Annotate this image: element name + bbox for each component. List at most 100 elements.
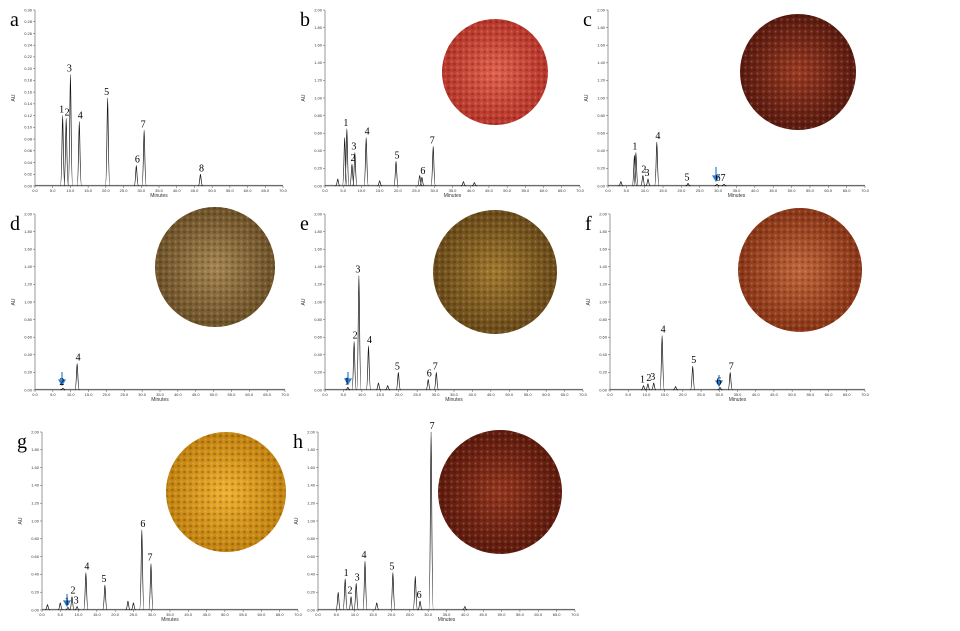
x-tick-label: 65.0 bbox=[553, 612, 562, 617]
panel: 0.000.020.040.060.080.100.120.140.160.18… bbox=[10, 7, 288, 199]
peak-label: 8 bbox=[199, 163, 204, 174]
peak-label: 6 bbox=[140, 519, 145, 530]
peak bbox=[417, 600, 423, 611]
peak-label: 4 bbox=[365, 127, 370, 138]
peak-label: 3 bbox=[351, 142, 356, 153]
peak-label: 4 bbox=[367, 335, 372, 346]
y-tick-label: 0.20 bbox=[24, 370, 33, 375]
peak bbox=[428, 431, 434, 611]
x-tick-label: 40.0 bbox=[469, 392, 478, 397]
peak-label: 2 bbox=[646, 373, 651, 384]
x-tick-label: 35.0 bbox=[449, 188, 458, 193]
y-tick-label: 0.40 bbox=[314, 148, 323, 153]
peak bbox=[727, 372, 733, 391]
peak bbox=[714, 183, 720, 187]
x-axis-title: Minutes bbox=[445, 397, 463, 403]
peak bbox=[376, 382, 381, 391]
peak-label: 3 bbox=[650, 372, 655, 383]
x-tick-label: 55.0 bbox=[806, 392, 815, 397]
x-tick-label: 65.0 bbox=[276, 612, 285, 617]
panel: 0.00 0.20 0.40 0.60 0.80 1.00 1.20 1.40 1.60 1.80… bbox=[10, 207, 290, 403]
sample-photo-texture bbox=[155, 207, 275, 327]
x-tick-label: 15.0 bbox=[376, 392, 385, 397]
peak-label: 4 bbox=[84, 562, 89, 573]
peak-label: 6 bbox=[717, 376, 722, 387]
peak bbox=[335, 178, 341, 187]
peak bbox=[377, 180, 382, 187]
y-tick-label: 1.00 bbox=[599, 299, 608, 304]
x-tick-label: 55.0 bbox=[228, 392, 237, 397]
x-tick-label: 30.0 bbox=[432, 392, 441, 397]
peak bbox=[651, 382, 657, 391]
x-tick-label: 45.0 bbox=[203, 612, 212, 617]
x-tick-label: 50.0 bbox=[210, 392, 219, 397]
x-tick-label: 45.0 bbox=[769, 188, 778, 193]
y-tick-label: 1.00 bbox=[314, 299, 323, 304]
sample-photo-texture bbox=[433, 210, 557, 334]
peak-label: 3 bbox=[67, 64, 72, 75]
x-tick-label: 30.0 bbox=[148, 612, 157, 617]
panel-letter: g bbox=[17, 431, 27, 453]
panel-letter: b bbox=[300, 9, 310, 31]
panel-letter: h bbox=[293, 431, 303, 453]
peak bbox=[60, 115, 66, 187]
peak-label: 3 bbox=[645, 168, 650, 179]
x-tick-label: 45.0 bbox=[191, 188, 200, 193]
peak bbox=[105, 97, 111, 187]
x-tick-label: 5.0 bbox=[625, 392, 631, 397]
peak-label: 7 bbox=[430, 135, 435, 146]
sample-photo-texture bbox=[738, 208, 862, 332]
x-tick-label: 25.0 bbox=[412, 188, 421, 193]
panel-letter: f bbox=[585, 213, 592, 235]
peak-label: 1 bbox=[344, 568, 349, 579]
y-tick-label: 0.12 bbox=[24, 113, 33, 118]
peak-label: 7 bbox=[147, 553, 152, 564]
y-axis-title: AU bbox=[301, 94, 307, 101]
x-tick-label: 70.0 bbox=[579, 392, 588, 397]
peak bbox=[659, 335, 665, 391]
peak bbox=[60, 387, 66, 391]
peak bbox=[654, 141, 660, 187]
x-tick-label: 20.0 bbox=[388, 612, 397, 617]
peak bbox=[65, 606, 71, 611]
peak bbox=[412, 575, 418, 611]
peak bbox=[393, 161, 399, 187]
y-axis-title: AU bbox=[301, 298, 307, 305]
peak-label: 3 bbox=[355, 265, 360, 276]
peak bbox=[631, 154, 637, 187]
peak bbox=[462, 606, 468, 611]
y-tick-label: 0.80 bbox=[597, 113, 606, 118]
y-tick-label: 1.80 bbox=[314, 229, 323, 234]
panel: 0.00 0.20 0.40 0.60 0.80 1.00 1.20 1.40 1.60 1.80… bbox=[583, 7, 870, 199]
panel-letter: c bbox=[583, 9, 592, 31]
y-tick-label: 0.00 bbox=[314, 387, 323, 392]
y-tick-label: 1.40 bbox=[24, 264, 33, 269]
x-tick-label: 45.0 bbox=[770, 392, 779, 397]
peak bbox=[74, 363, 80, 391]
peak-label: 2 bbox=[65, 108, 70, 119]
peak bbox=[390, 572, 396, 611]
peak bbox=[374, 602, 380, 611]
y-tick-label: 0.26 bbox=[24, 31, 33, 36]
x-axis-title: Minutes bbox=[729, 397, 747, 403]
y-tick-label: 1.20 bbox=[314, 78, 323, 83]
y-tick-label: 0.00 bbox=[307, 607, 316, 612]
peak bbox=[362, 560, 368, 611]
x-tick-label: 30.0 bbox=[430, 188, 439, 193]
x-tick-label: 55.0 bbox=[239, 612, 248, 617]
y-tick-label: 1.80 bbox=[31, 447, 40, 452]
arrow-head bbox=[62, 600, 72, 608]
y-tick-label: 0.00 bbox=[599, 387, 608, 392]
peak bbox=[645, 178, 651, 187]
sample-photo-texture bbox=[166, 432, 286, 552]
peak bbox=[76, 121, 82, 187]
y-tick-label: 1.20 bbox=[599, 282, 608, 287]
peak-label: 4 bbox=[78, 110, 83, 121]
peak bbox=[197, 173, 203, 187]
y-tick-label: 1.00 bbox=[307, 518, 316, 523]
x-tick-label: 70.0 bbox=[576, 188, 585, 193]
x-tick-label: 25.0 bbox=[696, 188, 705, 193]
y-tick-label: 1.60 bbox=[314, 247, 323, 252]
peak-label: 5 bbox=[685, 172, 690, 183]
peak bbox=[690, 365, 696, 391]
